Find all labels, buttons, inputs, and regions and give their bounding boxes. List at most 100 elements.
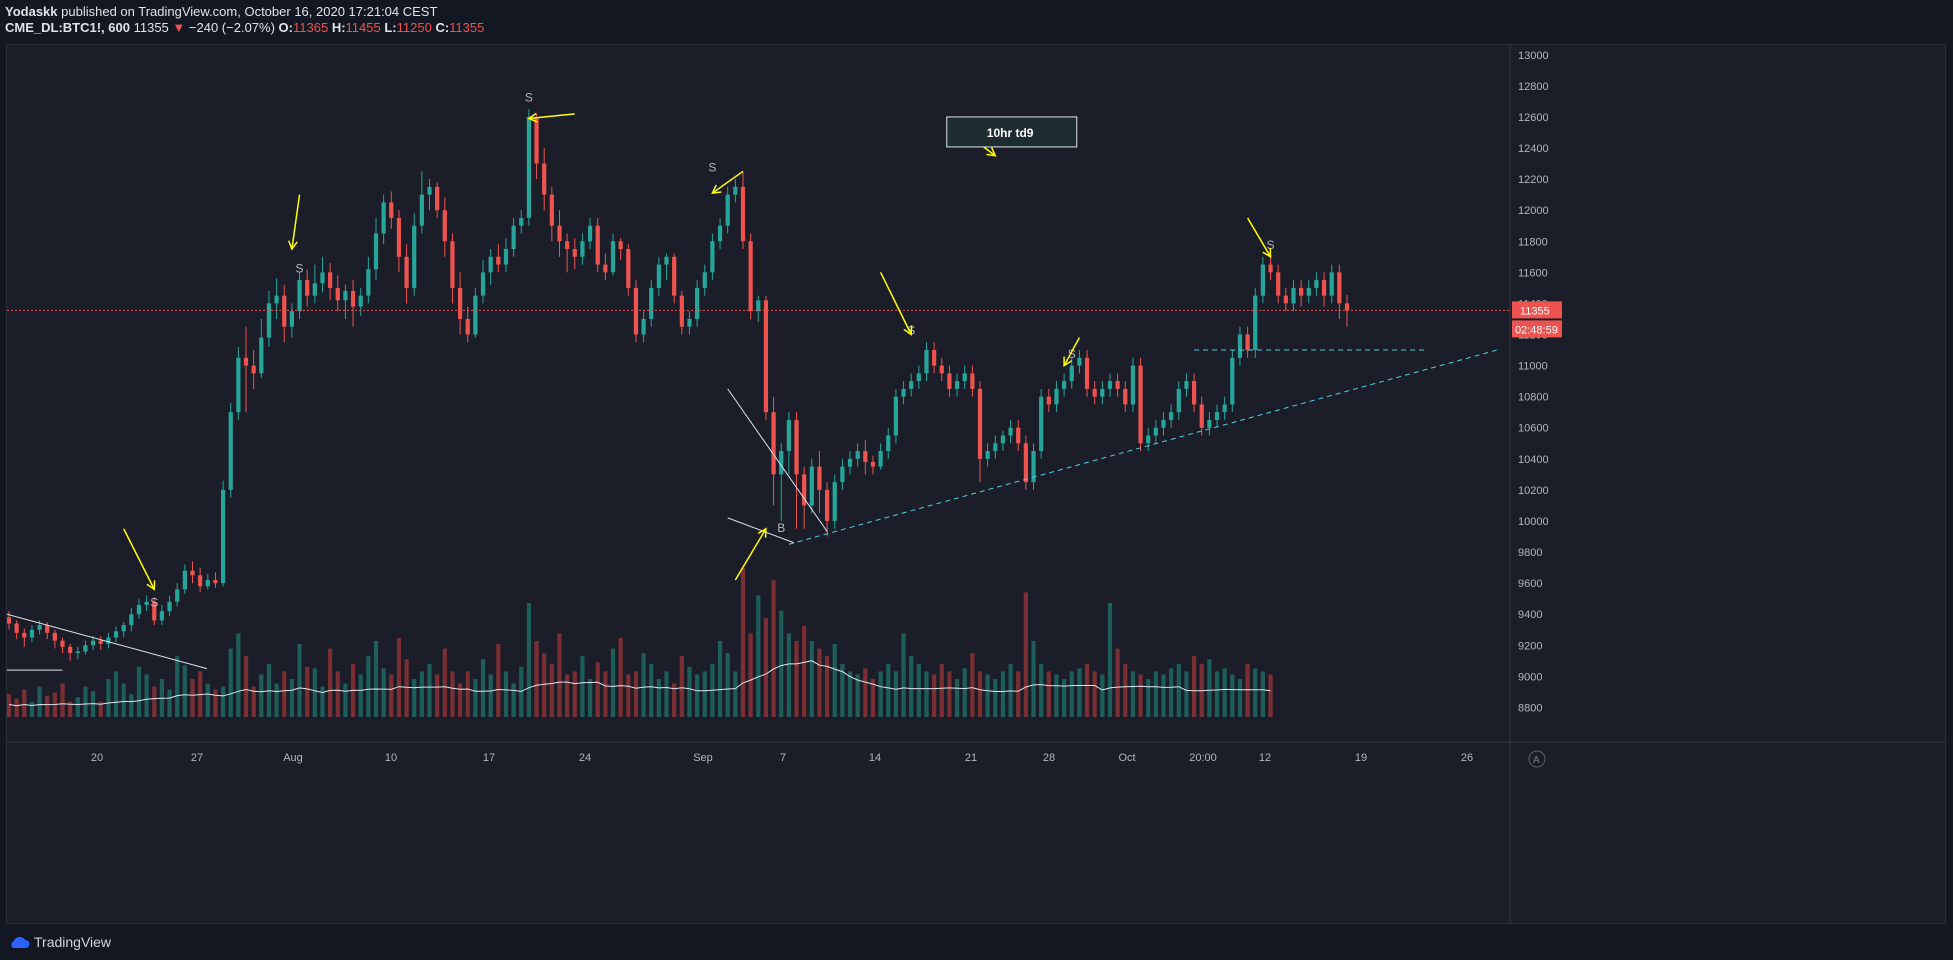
candle-body (228, 412, 233, 490)
candle-body (649, 287, 654, 319)
volume-bar (1230, 674, 1235, 717)
candle (1337, 264, 1342, 319)
x-tick-label: 7 (780, 752, 786, 764)
countdown-tag-label: 02:48:59 (1515, 324, 1558, 336)
candle-body (60, 640, 65, 647)
candle-body (205, 580, 210, 587)
candle-body (1199, 404, 1204, 428)
candle-body (198, 575, 203, 587)
candle (488, 249, 493, 285)
candle (1299, 280, 1304, 307)
volume-bar (733, 671, 738, 717)
candle-body (1268, 264, 1273, 273)
volume-bar (465, 671, 470, 717)
candle-body (274, 295, 279, 304)
volume-bar (519, 666, 524, 717)
candle (129, 608, 134, 632)
candle-body (954, 381, 960, 389)
volume-bar (641, 653, 646, 717)
volume-bar (656, 679, 661, 717)
volume-bar (572, 671, 577, 717)
candle (587, 217, 593, 250)
volume-bar (1191, 656, 1197, 717)
volume-bar (488, 674, 493, 717)
candle-body (840, 466, 845, 483)
candle (328, 263, 333, 301)
volume-bar (939, 663, 944, 717)
volume-bar (909, 656, 914, 717)
volume-bar (786, 633, 791, 717)
candle (457, 272, 463, 335)
candle (465, 306, 470, 343)
chart-header: Yodaskk published on TradingView.com, Oc… (0, 0, 1953, 42)
candle-body (488, 256, 493, 273)
candle-body (587, 225, 593, 242)
candle-body (450, 241, 455, 288)
yellow-arrow (123, 528, 156, 591)
candle (824, 482, 830, 537)
volume-bar (962, 668, 967, 717)
volume-bar (389, 674, 394, 717)
volume-bar (587, 679, 593, 717)
high-value: 11455 (345, 20, 381, 35)
candle (6, 611, 12, 630)
volume-bar (916, 663, 921, 717)
candle-body (328, 272, 333, 288)
volume-bar (832, 644, 837, 717)
candle-body (373, 233, 379, 270)
volume-bar (297, 644, 302, 717)
volume-bar (595, 662, 600, 717)
tradingview-logo[interactable]: TradingView (8, 934, 111, 950)
candle (182, 564, 187, 595)
volume-bar (511, 683, 516, 717)
candle (710, 233, 715, 281)
candle (236, 346, 241, 420)
x-tick-label: Aug (283, 752, 303, 764)
symbol-label[interactable]: CME_DL:BTC1!, 600 (5, 20, 130, 35)
candlestick-chart[interactable]: 8800 9000 9200 9400 9600 9800 10000 10200 10400 1… (6, 45, 1945, 923)
volume-bar (1016, 671, 1021, 717)
yellow-arrow (711, 170, 744, 194)
candle (1207, 412, 1212, 436)
arrow-head (903, 325, 913, 336)
candle-body (786, 419, 791, 452)
candle (618, 238, 623, 260)
candle-body (121, 625, 126, 632)
candle-body (1169, 412, 1174, 420)
volume-bar (1084, 663, 1090, 717)
volume-bar (1123, 663, 1128, 717)
candle-body (993, 443, 998, 452)
publisher-name[interactable]: Yodaskk (5, 4, 58, 19)
candle-body (1039, 396, 1044, 452)
volume-bar (190, 679, 195, 717)
candle-body (1069, 365, 1074, 382)
volume-bar (1000, 671, 1006, 717)
volume-bar (243, 656, 249, 717)
candle-body (37, 625, 42, 630)
volume-bar (695, 674, 700, 717)
volume-bar (1222, 668, 1227, 717)
candle (1237, 326, 1243, 366)
candle (167, 595, 172, 616)
candle-body (159, 611, 165, 621)
publish-info: Yodaskk published on TradingView.com, Oc… (5, 5, 437, 19)
candle-body (1299, 287, 1304, 296)
candle (1184, 373, 1189, 397)
volume-bar (152, 686, 157, 717)
candle (282, 284, 287, 343)
volume-bar (1031, 641, 1036, 717)
y-tick-label: 12400 (1518, 143, 1549, 155)
candle-body (350, 290, 356, 307)
candle-body (802, 474, 807, 506)
volume-bar (1069, 671, 1074, 717)
candle-body (809, 466, 814, 506)
candle (817, 451, 822, 514)
candle (259, 318, 264, 379)
candle (733, 179, 738, 203)
candle-body (733, 186, 738, 195)
candle (664, 253, 669, 281)
candle-body (1077, 357, 1082, 366)
chart-area[interactable]: 8800 9000 9200 9400 9600 9800 10000 10200 10400 1… (6, 44, 1946, 924)
volume-bar (603, 671, 608, 717)
volume-bar (496, 644, 501, 717)
